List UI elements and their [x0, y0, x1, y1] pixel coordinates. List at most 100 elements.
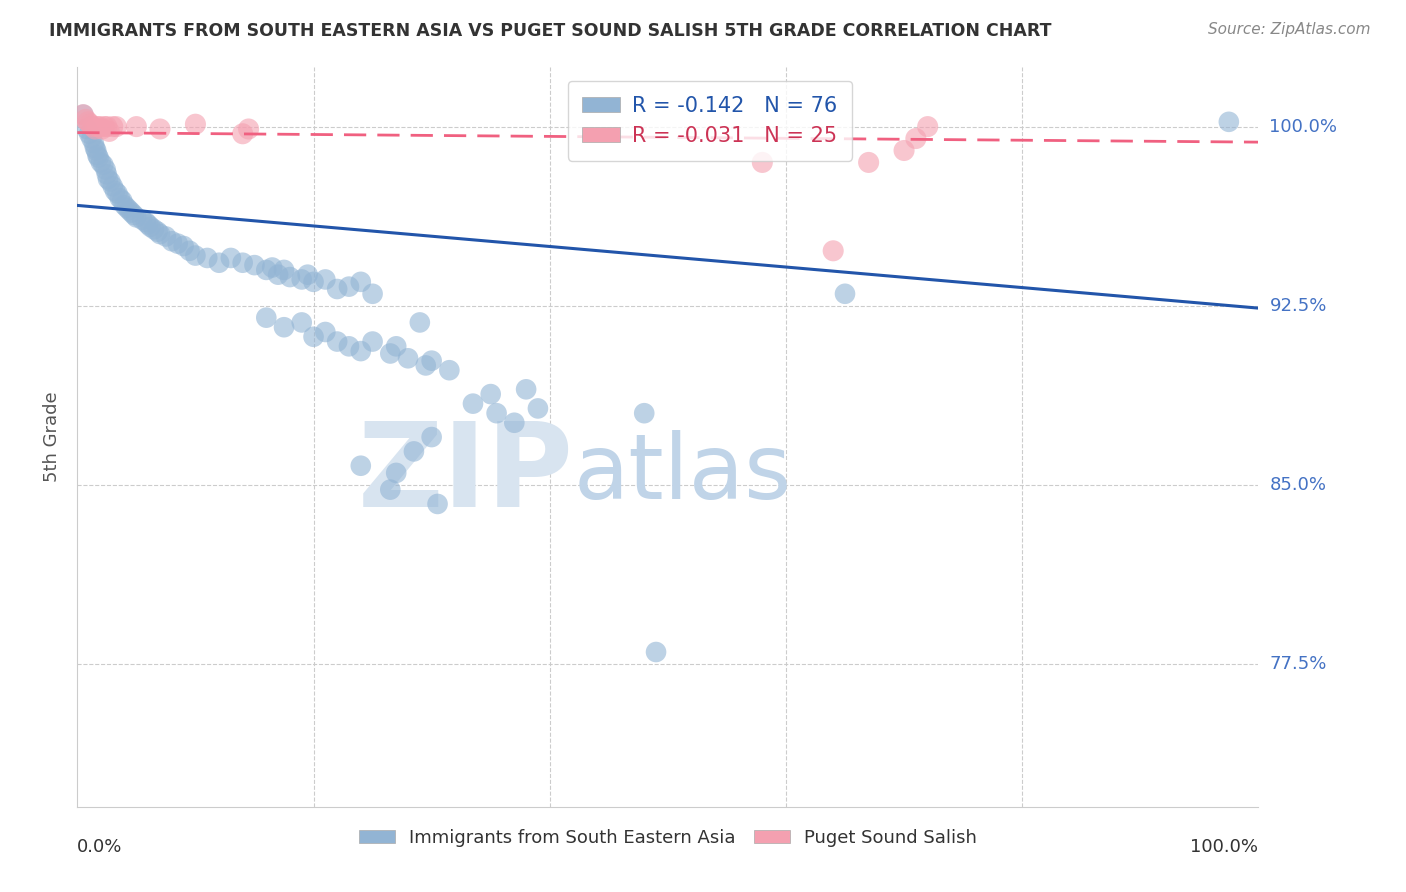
Point: [96, 167, 118, 181]
Point: [350, 458, 373, 473]
Point: [232, 127, 254, 141]
Point: [86, 148, 108, 162]
Point: [243, 258, 266, 272]
Point: [893, 144, 915, 158]
Point: [479, 387, 502, 401]
Text: 100.0%: 100.0%: [1191, 838, 1258, 855]
Point: [83, 136, 105, 151]
Point: [72, 108, 94, 122]
Point: [122, 208, 145, 222]
Point: [326, 334, 349, 349]
Point: [297, 268, 319, 282]
Point: [291, 315, 314, 329]
Point: [79, 117, 101, 131]
Point: [232, 256, 254, 270]
Point: [337, 279, 360, 293]
Point: [125, 120, 148, 134]
Point: [76, 122, 98, 136]
Point: [314, 325, 336, 339]
Point: [302, 275, 325, 289]
Text: 85.0%: 85.0%: [1270, 475, 1326, 494]
Y-axis label: 5th Grade: 5th Grade: [44, 392, 62, 483]
Point: [104, 184, 127, 198]
Point: [77, 115, 100, 129]
Point: [80, 131, 103, 145]
Point: [114, 198, 136, 212]
Point: [823, 244, 845, 258]
Point: [337, 339, 360, 353]
Point: [184, 117, 207, 131]
Point: [254, 263, 277, 277]
Point: [97, 172, 120, 186]
Point: [87, 151, 110, 165]
Point: [380, 346, 402, 360]
Point: [82, 120, 104, 134]
Point: [350, 275, 373, 289]
Point: [135, 215, 157, 229]
Point: [91, 158, 114, 172]
Point: [858, 155, 880, 169]
Point: [396, 351, 419, 366]
Point: [262, 260, 284, 275]
Point: [350, 344, 373, 359]
Point: [273, 263, 295, 277]
Point: [89, 120, 111, 134]
Point: [100, 175, 122, 189]
Point: [385, 466, 408, 480]
Point: [84, 122, 107, 136]
Point: [1218, 115, 1240, 129]
Point: [527, 401, 550, 416]
Text: 0.0%: 0.0%: [77, 838, 122, 855]
Point: [96, 120, 118, 134]
Point: [361, 334, 384, 349]
Point: [314, 272, 336, 286]
Point: [115, 201, 138, 215]
Point: [108, 191, 131, 205]
Point: [93, 120, 115, 134]
Point: [94, 162, 117, 177]
Point: [131, 212, 153, 227]
Point: [415, 359, 437, 373]
Point: [179, 244, 201, 258]
Point: [208, 256, 231, 270]
Point: [402, 444, 425, 458]
Point: [111, 194, 134, 208]
Point: [420, 430, 443, 444]
Point: [107, 186, 129, 201]
Point: [195, 251, 218, 265]
Text: 92.5%: 92.5%: [1270, 297, 1327, 315]
Point: [72, 108, 94, 122]
Point: [302, 330, 325, 344]
Point: [173, 239, 195, 253]
Point: [121, 205, 143, 219]
Point: [834, 286, 856, 301]
Point: [420, 353, 443, 368]
Legend: Immigrants from South Eastern Asia, Puget Sound Salish: Immigrants from South Eastern Asia, Puge…: [352, 822, 984, 854]
Point: [326, 282, 349, 296]
Point: [149, 227, 172, 241]
Point: [361, 286, 384, 301]
Point: [125, 211, 148, 225]
Point: [219, 251, 242, 265]
Point: [485, 406, 508, 420]
Point: [751, 155, 773, 169]
Point: [461, 397, 484, 411]
Point: [75, 112, 97, 127]
Point: [645, 645, 668, 659]
Text: atlas: atlas: [574, 430, 792, 518]
Point: [101, 120, 124, 134]
Point: [84, 144, 107, 158]
Point: [385, 339, 408, 353]
Point: [155, 229, 177, 244]
Text: ZIP: ZIP: [357, 417, 574, 532]
Point: [101, 179, 124, 194]
Point: [84, 141, 107, 155]
Point: [426, 497, 449, 511]
Point: [633, 406, 655, 420]
Point: [254, 310, 277, 325]
Point: [149, 122, 172, 136]
Point: [273, 320, 295, 334]
Point: [160, 234, 183, 248]
Point: [86, 120, 108, 134]
Text: IMMIGRANTS FROM SOUTH EASTERN ASIA VS PUGET SOUND SALISH 5TH GRADE CORRELATION C: IMMIGRANTS FROM SOUTH EASTERN ASIA VS PU…: [49, 22, 1052, 40]
